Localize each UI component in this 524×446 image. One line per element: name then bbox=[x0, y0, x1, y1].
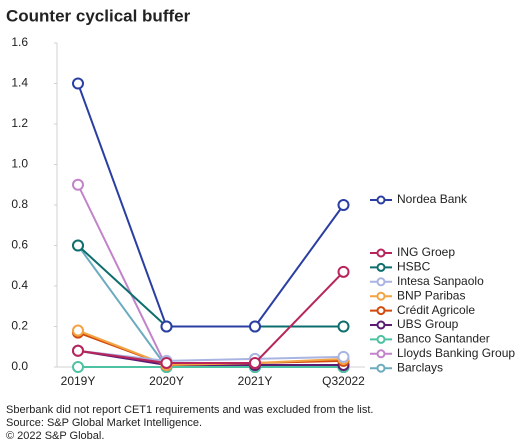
point bbox=[72, 178, 84, 191]
x-tick-label: 2019Y bbox=[61, 374, 96, 388]
series-line bbox=[77, 244, 344, 368]
series-line bbox=[77, 184, 344, 368]
legend-marker bbox=[376, 195, 386, 205]
y-tick-label: 1.4 bbox=[11, 76, 28, 90]
x-tick-label: 2021Y bbox=[238, 374, 273, 388]
legend-label: HSBC bbox=[397, 260, 431, 274]
point bbox=[337, 265, 350, 278]
y-tick-label: 1.6 bbox=[11, 35, 28, 49]
point bbox=[249, 356, 261, 369]
point bbox=[72, 77, 84, 90]
y-tick-label: 0.6 bbox=[11, 238, 28, 252]
legend-label: BNP Paribas bbox=[397, 288, 465, 302]
y-tick-label: 0.2 bbox=[11, 319, 28, 333]
point bbox=[72, 361, 84, 373]
point bbox=[337, 320, 350, 333]
note: Sberbank did not report CET1 requirement… bbox=[6, 404, 373, 416]
legend-label: Lloyds Banking Group bbox=[397, 346, 515, 360]
legend-marker bbox=[376, 306, 386, 316]
legend-marker bbox=[376, 349, 386, 359]
point bbox=[160, 320, 173, 333]
legend-label: Intesa Sanpaolo bbox=[397, 274, 484, 288]
legend-label: Crédit Agricole bbox=[397, 303, 475, 317]
legend-label: Barclays bbox=[397, 360, 443, 374]
point bbox=[160, 356, 173, 369]
x-tick-label: 2020Y bbox=[149, 374, 184, 388]
y-tick-label: 0.4 bbox=[11, 278, 28, 292]
y-tick-label: 1.2 bbox=[11, 116, 28, 130]
series-line bbox=[77, 271, 345, 364]
point bbox=[249, 320, 261, 333]
chart-title: Counter cyclical buffer bbox=[6, 6, 191, 25]
legend-marker bbox=[376, 248, 386, 258]
legend-label: ING Groep bbox=[397, 245, 455, 259]
legend-marker bbox=[376, 363, 386, 373]
point bbox=[72, 239, 84, 252]
series-line bbox=[77, 329, 344, 366]
x-tick-label: Q32022 bbox=[322, 374, 365, 388]
series-line bbox=[77, 83, 345, 328]
point bbox=[337, 350, 350, 363]
point bbox=[72, 324, 84, 337]
legend-marker bbox=[376, 334, 386, 344]
series-line bbox=[77, 349, 344, 362]
legend-marker bbox=[376, 277, 386, 287]
y-tick-label: 0.8 bbox=[11, 197, 28, 211]
y-tick-label: 0.0 bbox=[11, 359, 28, 373]
legend-marker bbox=[376, 320, 386, 330]
point bbox=[337, 199, 350, 211]
note: Source: S&P Global Market Intelligence. bbox=[6, 417, 202, 429]
legend-label: Nordea Bank bbox=[397, 192, 468, 206]
legend-label: UBS Group bbox=[397, 317, 459, 331]
note: © 2022 S&P Global. bbox=[6, 430, 104, 442]
y-tick-label: 1.0 bbox=[11, 157, 28, 171]
point bbox=[72, 344, 84, 357]
series-line bbox=[77, 244, 344, 328]
legend-marker bbox=[376, 291, 386, 301]
series-line bbox=[77, 349, 344, 366]
legend-marker bbox=[376, 262, 386, 272]
legend-label: Banco Santander bbox=[397, 332, 490, 346]
